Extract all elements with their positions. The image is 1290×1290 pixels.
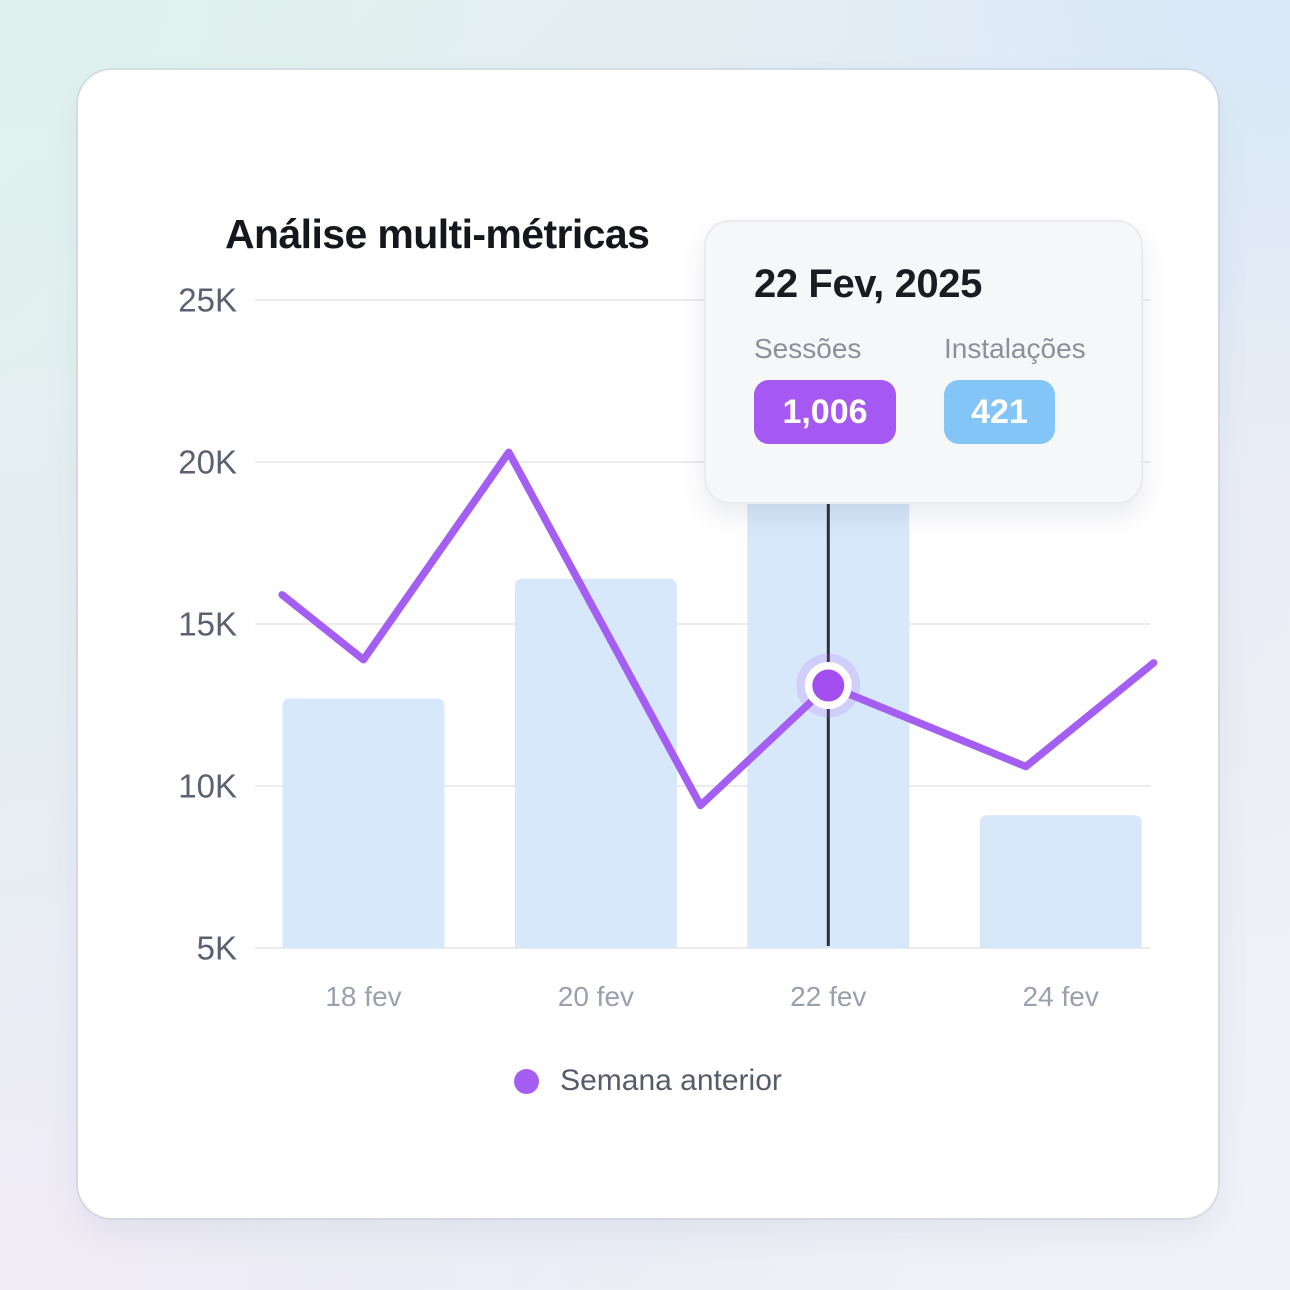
x-axis-tick-label: 24 fev (1023, 981, 1099, 1012)
active-point-dot[interactable] (812, 669, 845, 702)
tooltip-metric-label: Instalações (944, 333, 1086, 364)
bar-20-fev[interactable] (514, 578, 677, 948)
y-axis-tick-label: 10K (178, 768, 237, 805)
tooltip-value-badge-sessoes: 1,006 (754, 380, 896, 444)
chart-tooltip: 22 Fev, 2025 Sessões 1,006 Instalações 4… (704, 220, 1143, 504)
x-axis-tick-label: 22 fev (790, 981, 866, 1012)
legend-dot-icon (514, 1068, 540, 1094)
tooltip-value-badge-instalacoes: 421 (944, 380, 1055, 444)
bar-18-fev[interactable] (282, 698, 445, 948)
legend-item-semana-anterior[interactable]: Semana anterior (78, 1058, 1218, 1104)
y-axis-tick-label: 25K (178, 282, 237, 319)
y-axis-tick-label: 15K (178, 606, 237, 643)
y-axis-tick-label: 5K (197, 930, 237, 967)
tooltip-metric-label: Sessões (754, 333, 862, 364)
y-axis-tick-label: 20K (178, 444, 237, 481)
chart-title: Análise multi-métricas (225, 211, 650, 257)
x-axis-tick-label: 18 fev (325, 981, 401, 1012)
trend-line-semana-anterior[interactable] (278, 448, 1158, 810)
tooltip-metric-sessoes: Sessões 1,006 (754, 333, 896, 444)
bar-24-fev[interactable] (979, 815, 1142, 948)
tooltip-metric-instalacoes: Instalações 421 (944, 333, 1086, 444)
legend-label: Semana anterior (560, 1064, 782, 1097)
x-axis-tick-label: 20 fev (558, 981, 634, 1012)
tooltip-metrics-row: Sessões 1,006 Instalações 421 (754, 333, 1097, 444)
tooltip-date: 22 Fev, 2025 (754, 262, 982, 306)
